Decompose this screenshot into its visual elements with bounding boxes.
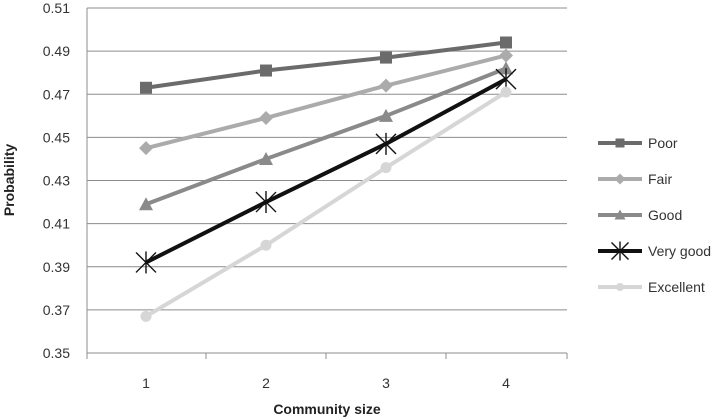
x-tick-label: 1 bbox=[142, 375, 150, 391]
y-tick-label: 0.45 bbox=[43, 129, 70, 145]
series-line bbox=[145, 53, 507, 151]
x-tick-label: 2 bbox=[262, 375, 270, 391]
data-point-diamond bbox=[259, 110, 273, 125]
data-point-square bbox=[260, 64, 272, 77]
series-excellent bbox=[140, 86, 512, 322]
axes bbox=[86, 8, 568, 359]
x-axis-title: Community size bbox=[273, 401, 381, 417]
series-good bbox=[139, 61, 513, 211]
series-line bbox=[145, 66, 507, 207]
y-tick-label: 0.39 bbox=[43, 259, 70, 275]
legend-item: Very good bbox=[598, 241, 711, 261]
legend-label: Excellent bbox=[648, 279, 705, 295]
y-tick-label: 0.51 bbox=[43, 0, 70, 16]
series-line bbox=[145, 40, 507, 90]
data-point-diamond bbox=[499, 48, 513, 63]
data-point-diamond bbox=[139, 141, 153, 156]
x-tick-label: 4 bbox=[502, 375, 510, 391]
data-point-square bbox=[140, 81, 152, 94]
data-point-triangle bbox=[139, 197, 153, 211]
series-line bbox=[144, 90, 508, 319]
data-point-square bbox=[615, 138, 625, 148]
y-tick-label: 0.43 bbox=[43, 173, 70, 189]
data-point-diamond bbox=[379, 78, 393, 93]
series-fair bbox=[139, 48, 513, 156]
x-tick-label: 3 bbox=[382, 375, 390, 391]
y-tick-label: 0.35 bbox=[43, 345, 70, 361]
x-tick-labels: 1 2 3 4 bbox=[142, 375, 510, 391]
data-point-triangle bbox=[259, 151, 273, 165]
data-point-triangle bbox=[614, 209, 626, 220]
legend-label: Poor bbox=[648, 135, 678, 151]
data-point-star bbox=[375, 132, 397, 155]
data-point-triangle bbox=[499, 61, 513, 75]
legend-item: Fair bbox=[598, 171, 672, 187]
legend-item: Poor bbox=[598, 135, 678, 151]
legend-item: Good bbox=[598, 207, 682, 223]
legend-item: Excellent bbox=[598, 279, 705, 295]
data-point-diamond bbox=[614, 173, 626, 185]
series-very-good bbox=[135, 68, 517, 274]
series-line bbox=[145, 77, 507, 265]
data-point-star bbox=[495, 68, 517, 91]
data-point-triangle bbox=[379, 108, 393, 122]
data-point-square bbox=[500, 36, 512, 49]
series-poor bbox=[140, 36, 512, 94]
y-axis-title: Probability bbox=[1, 144, 17, 217]
legend-label: Fair bbox=[648, 171, 672, 187]
data-point-circle bbox=[140, 310, 152, 322]
data-point-circle bbox=[380, 162, 392, 174]
data-point-circle bbox=[260, 239, 272, 251]
y-tick-labels: 0.35 0.37 0.39 0.41 0.43 0.45 0.47 0.49 0.51 bbox=[43, 0, 70, 361]
legend: Poor Fair Good Very good Excellent bbox=[598, 135, 711, 295]
data-point-star bbox=[611, 241, 629, 261]
series-lines bbox=[135, 36, 517, 322]
data-point-circle bbox=[500, 86, 512, 98]
data-point-star bbox=[255, 191, 277, 214]
data-point-square bbox=[380, 51, 392, 64]
y-tick-label: 0.37 bbox=[43, 302, 70, 318]
data-point-circle bbox=[616, 283, 624, 291]
data-point-star bbox=[135, 251, 157, 274]
y-tick-label: 0.49 bbox=[43, 43, 70, 59]
y-tick-label: 0.47 bbox=[43, 86, 70, 102]
legend-label: Very good bbox=[648, 243, 711, 259]
y-tick-label: 0.41 bbox=[43, 216, 70, 232]
legend-label: Good bbox=[648, 207, 682, 223]
